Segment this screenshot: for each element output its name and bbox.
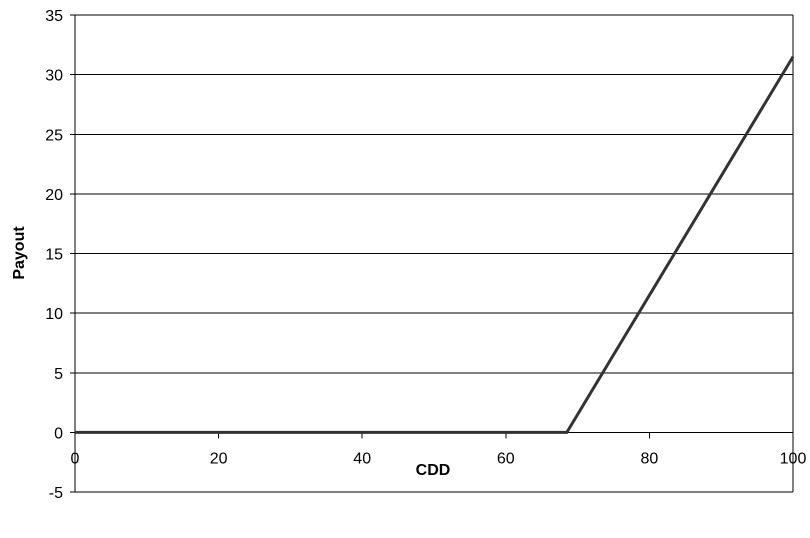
x-tick-label-2: 40: [353, 450, 371, 467]
gridlines: [75, 14, 793, 493]
x-tick-label-0: 0: [71, 450, 80, 467]
y-tick-label-5: 20: [45, 187, 63, 204]
y-tick-label-7: 30: [45, 68, 63, 85]
y-tick-label-4: 15: [45, 247, 63, 264]
y-tick-label-8: 35: [45, 8, 63, 25]
x-axis-title: CDD: [416, 462, 451, 479]
y-tick-label-6: 25: [45, 127, 63, 144]
y-axis-title: Payout: [11, 226, 28, 280]
y-tick-label-3: 10: [45, 306, 63, 323]
x-tick-label-5: 100: [780, 450, 807, 467]
tick-labels: -5 0 5 10 15 20 25 30 35 0 20 40 60 80 100: [45, 8, 806, 502]
series: [75, 55, 795, 434]
x-tick-label-1: 20: [210, 450, 228, 467]
y-tick-label-2: 5: [54, 366, 63, 383]
x-tick-label-3: 60: [497, 450, 515, 467]
x-tick-label-4: 80: [641, 450, 659, 467]
y-tick-label-0: -5: [49, 485, 63, 502]
axes: [70, 14, 794, 493]
y-tick-label-1: 0: [54, 425, 63, 442]
payout-series-line-0: [75, 55, 795, 434]
